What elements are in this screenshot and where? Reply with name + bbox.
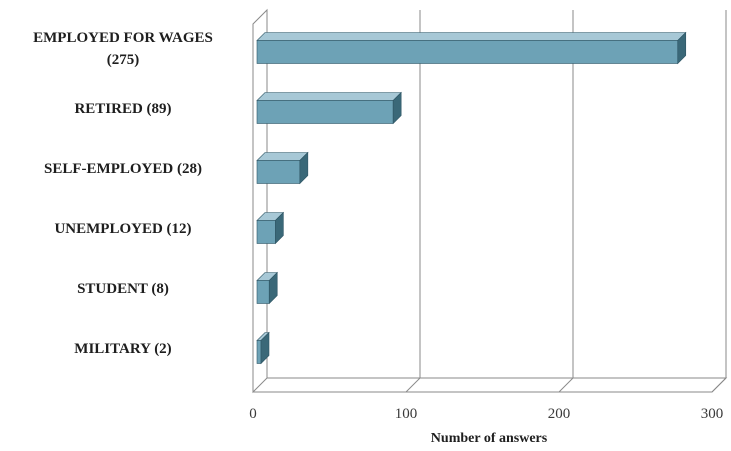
gridline-depth	[558, 377, 574, 393]
bar-side-face	[260, 331, 270, 365]
category-label-line: SELF-EMPLOYED (28)	[44, 161, 202, 177]
x-tick-label: 200	[548, 406, 571, 422]
bar-side-face	[677, 31, 687, 65]
category-label: EMPLOYED FOR WAGES (275)	[33, 30, 213, 68]
bar	[256, 151, 309, 185]
category-label: STUDENT (8)	[77, 281, 169, 297]
category-label-line: RETIRED (89)	[74, 101, 171, 117]
floor	[253, 377, 728, 393]
bar-front-face	[256, 40, 679, 64]
category-label: SELF-EMPLOYED (28)	[44, 161, 202, 177]
bar-top-face	[256, 152, 309, 161]
bar-front-face	[256, 280, 270, 304]
bar	[256, 331, 270, 365]
category-label: MILITARY (2)	[74, 341, 171, 357]
category-label-line: EMPLOYED FOR WAGES	[33, 30, 213, 46]
category-label-line: UNEMPLOYED (12)	[54, 221, 191, 237]
bar-front-face	[256, 160, 301, 184]
bars	[256, 31, 687, 365]
bar-side-face	[299, 151, 309, 185]
category-labels: EMPLOYED FOR WAGES (275) RETIRED (89) SELF-…	[33, 30, 213, 357]
chart-walls	[252, 8, 728, 394]
category-label-line: (275)	[107, 52, 140, 68]
category-label: UNEMPLOYED (12)	[54, 221, 191, 237]
gridline-depth	[405, 377, 421, 393]
x-tick-labels: 0 100 200 300	[249, 406, 723, 422]
gridline-depth	[711, 377, 727, 393]
category-label-line: STUDENT (8)	[77, 281, 169, 297]
bar-front-face	[256, 220, 276, 244]
bar-side-face	[268, 271, 278, 305]
bar-front-face	[256, 340, 262, 364]
x-tick-label: 0	[249, 406, 257, 422]
bar-side-face	[392, 91, 402, 125]
bar-side-face	[275, 211, 284, 245]
bar	[256, 211, 285, 245]
bar-front-face	[256, 100, 394, 124]
bar-top-face	[256, 92, 402, 101]
bar	[256, 91, 402, 125]
category-label-line: MILITARY (2)	[74, 341, 171, 357]
x-tick-label: 300	[701, 406, 724, 422]
x-axis-title: Number of answers	[431, 431, 548, 446]
category-label: RETIRED (89)	[74, 101, 171, 117]
bar-top-face	[256, 32, 687, 41]
gridlines	[405, 10, 727, 393]
x-tick-label: 100	[395, 406, 418, 422]
bar	[256, 271, 278, 305]
left-wall	[252, 8, 268, 394]
bar	[256, 31, 687, 65]
